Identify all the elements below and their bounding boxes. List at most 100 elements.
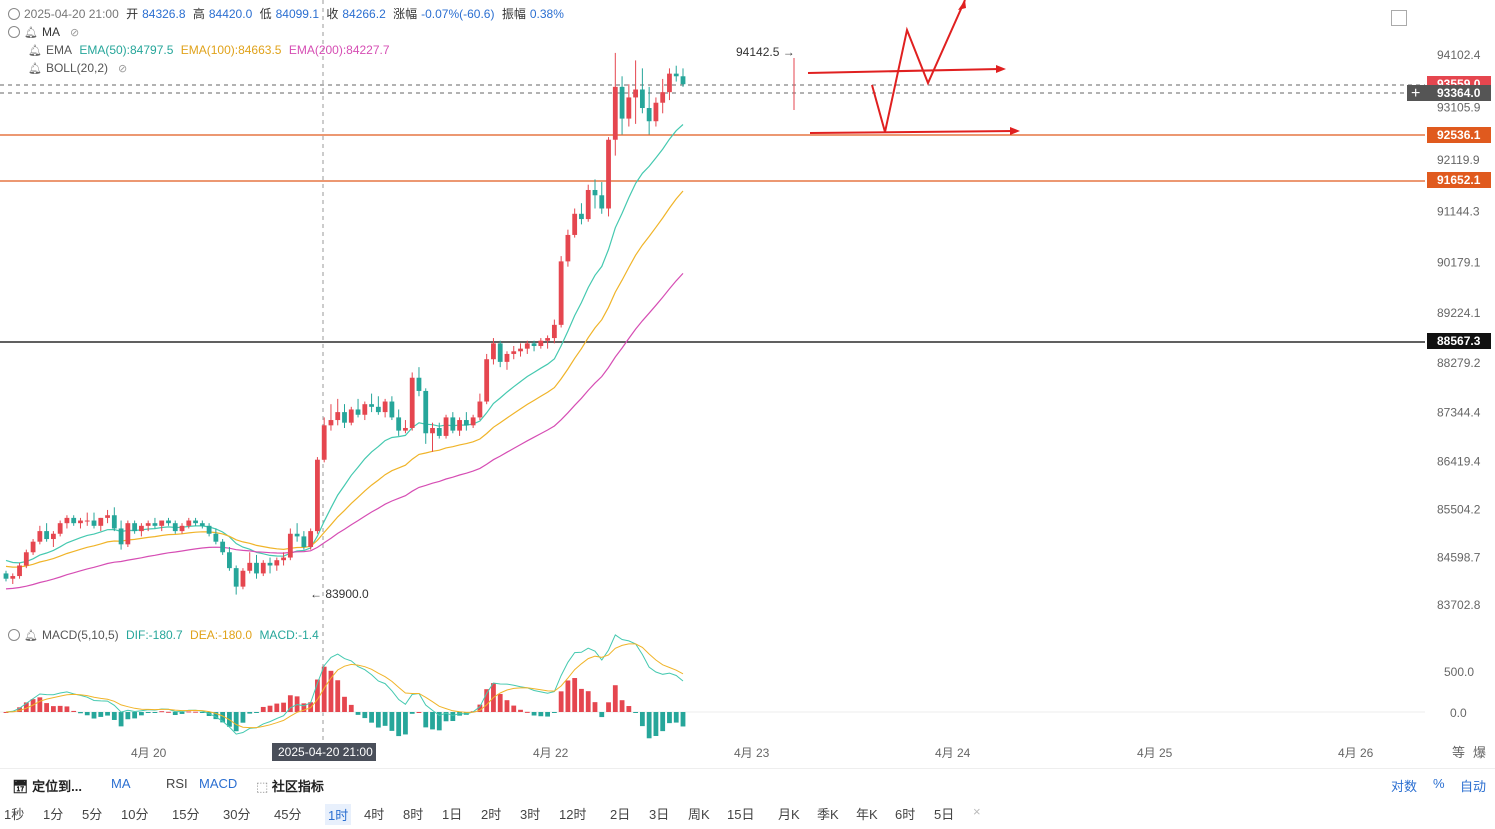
timeframe-30分[interactable]: 30分 [223,807,251,822]
macd-tab[interactable]: MACD [199,776,238,791]
candle-body [98,517,104,526]
macd-histogram-bar [653,712,659,736]
candle-body [78,520,83,524]
price-tag-92536: 92536.1 [1427,127,1491,143]
close-label: 收 [326,7,339,21]
price-tick-label: 92119.9 [1437,153,1480,167]
macd-histogram-bar [633,712,639,713]
timeframe-45分[interactable]: 45分 [274,807,302,822]
auto-scale-toggle[interactable]: 自动 [1460,779,1487,794]
percent-toggle[interactable]: % [1433,776,1445,791]
bell-icon[interactable]: 🔔︎ [28,63,42,75]
timeframe-3日[interactable]: 3日 [649,807,670,822]
candle-body [308,531,314,547]
timeframe-2日[interactable]: 2日 [610,807,631,822]
timeframe-1时[interactable]: 1时 [325,804,352,825]
timeframe-15日[interactable]: 15日 [727,807,755,822]
price-tick-label: 90179.1 [1437,255,1481,269]
macd-histogram-bar [639,712,645,727]
ema-indicator-row[interactable]: 🔔︎ EMA EMA(50):84797.5 EMA(100):84663.5 E… [28,42,394,59]
timeframe-月K[interactable]: 月K [778,807,800,822]
timeframe-年K[interactable]: 年K [856,807,878,822]
time-tick-label: 4月 20 [131,746,167,760]
crosshair-time-bg [272,743,376,761]
collapse-icon[interactable] [8,629,20,641]
timeframe-周K[interactable]: 周K [688,807,710,822]
macd-histogram-bar [511,705,517,712]
price-tick-label: 87344.4 [1437,405,1481,419]
candle-body [166,520,171,524]
fullscreen-icon[interactable] [1391,10,1407,26]
price-tick-label: 84598.7 [1437,551,1481,565]
macd-indicator-row[interactable]: 🔔︎ MACD(5,10,5) DIF:-180.7 DEA:-180.0 MAC… [8,627,323,644]
timeframe-1日[interactable]: 1日 [442,807,463,822]
price-tag-text: 91652.1 [1437,173,1481,187]
macd-histogram-bar [362,712,368,719]
ma-indicator-row[interactable]: 🔔︎ MA ⊘ [8,24,83,41]
bell-icon[interactable]: 🔔︎ [24,630,38,642]
hide-eye-icon[interactable]: ⊘ [118,63,128,75]
low-value: 84099.1 [275,7,319,21]
add-alert-button [1407,85,1427,101]
locate-button[interactable]: 📅︎ 定位到... [12,776,82,795]
macd-label: MACD(5,10,5) [41,628,119,642]
close-icon[interactable]: × [973,804,981,819]
candle-body [159,520,165,526]
community-indicators-button[interactable]: ⬚ 社区指标 [256,776,324,795]
timeframe-6时[interactable]: 6时 [895,807,916,822]
hide-eye-icon[interactable]: ⊘ [69,27,80,39]
macd-panel: 500.0 0.0 [3,634,1474,739]
timeframe-1秒[interactable]: 1秒 [4,807,25,822]
candle-body [396,417,402,431]
macd-histogram-bar [369,712,374,723]
rsi-tab[interactable]: RSI [166,776,188,791]
amp-label: 振幅 [501,7,526,21]
macd-histogram-bar [193,711,198,713]
timeframe-12时[interactable]: 12时 [559,807,587,822]
candle-body [633,89,639,98]
macd-histogram-bar [260,706,266,712]
timeframe-10分[interactable]: 10分 [121,807,149,822]
candle-body [579,213,584,220]
macd-histogram-bar [626,706,632,712]
timeframe-5日[interactable]: 5日 [934,807,955,822]
candle-body [335,412,341,421]
candle-body [193,520,198,524]
candle-body [430,427,435,434]
ma-tab[interactable]: MA [111,776,131,791]
candle-body [186,520,192,526]
macd-histogram-bar [3,712,9,713]
macd-histogram-bar [139,712,144,716]
macd-histogram-bar [477,704,483,712]
dea-value: DEA:-180.0 [190,628,253,642]
boll-indicator-row[interactable]: 🔔︎ BOLL(20,2) ⊘ [28,60,131,77]
price-tag-88567: 88567.3 [1427,333,1491,349]
bell-icon[interactable]: 🔔︎ [28,45,42,57]
arrow-head [1010,127,1020,135]
price-tag-current: 93364.0 [1427,85,1491,101]
candle-body [382,401,388,413]
candle-body [443,417,449,436]
ema200-line [5,272,684,590]
crosshair-time-text: 2025-04-20 21:00 [278,745,373,759]
timeframe-15分[interactable]: 15分 [172,807,200,822]
timeframe-4时[interactable]: 4时 [364,807,385,822]
timeframe-2时[interactable]: 2时 [481,807,502,822]
collapse-icon[interactable] [8,26,20,38]
timeframe-1分[interactable]: 1分 [43,807,64,822]
timeframe-季K[interactable]: 季K [817,807,839,822]
macd-histogram-bar [328,670,334,712]
macd-histogram-bar [213,712,219,720]
timeframe-8时[interactable]: 8时 [403,807,424,822]
macd-histogram-bar [199,712,205,713]
timeframe-3时[interactable]: 3时 [520,807,541,822]
macd-histogram-bar [281,702,286,712]
candle-body [667,73,672,93]
macd-histogram-bar [599,712,605,718]
collapse-icon[interactable] [8,8,20,20]
timeframe-5分[interactable]: 5分 [82,807,103,822]
bell-icon[interactable]: 🔔︎ [24,27,38,39]
macd-value: MACD:-1.4 [259,628,319,642]
log-scale-toggle[interactable]: 对数 [1391,779,1418,794]
